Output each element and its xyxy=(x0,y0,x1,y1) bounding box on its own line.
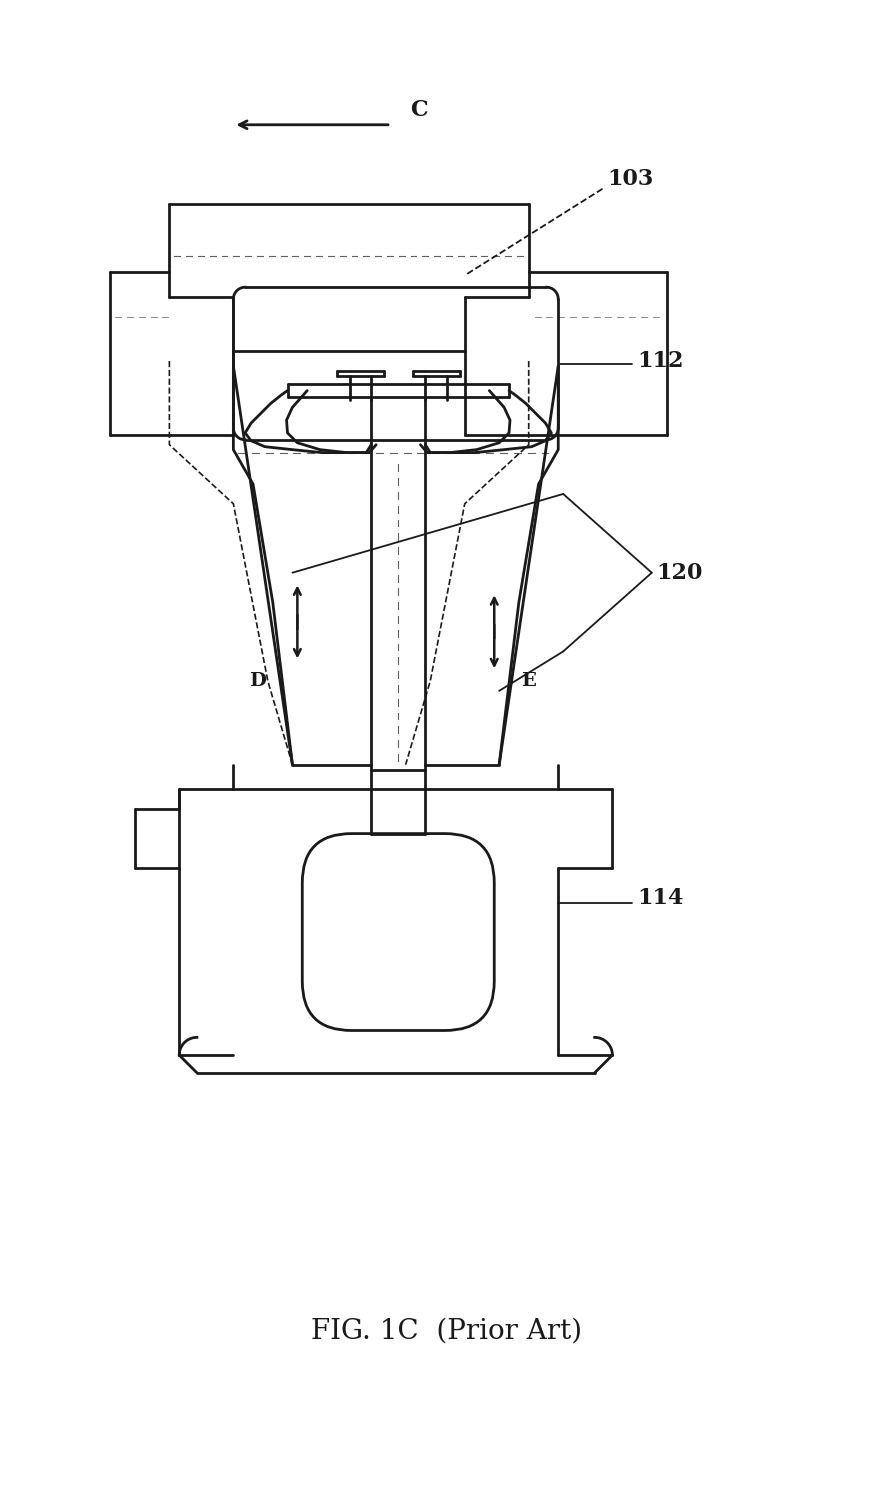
Text: FIG. 1C  (Prior Art): FIG. 1C (Prior Art) xyxy=(311,1318,583,1345)
Text: 120: 120 xyxy=(657,561,703,584)
Text: C: C xyxy=(410,98,428,121)
Text: E: E xyxy=(521,672,536,689)
Text: 103: 103 xyxy=(607,168,654,191)
Text: 114: 114 xyxy=(637,886,683,908)
Text: D: D xyxy=(249,672,266,689)
Text: 112: 112 xyxy=(637,350,684,372)
